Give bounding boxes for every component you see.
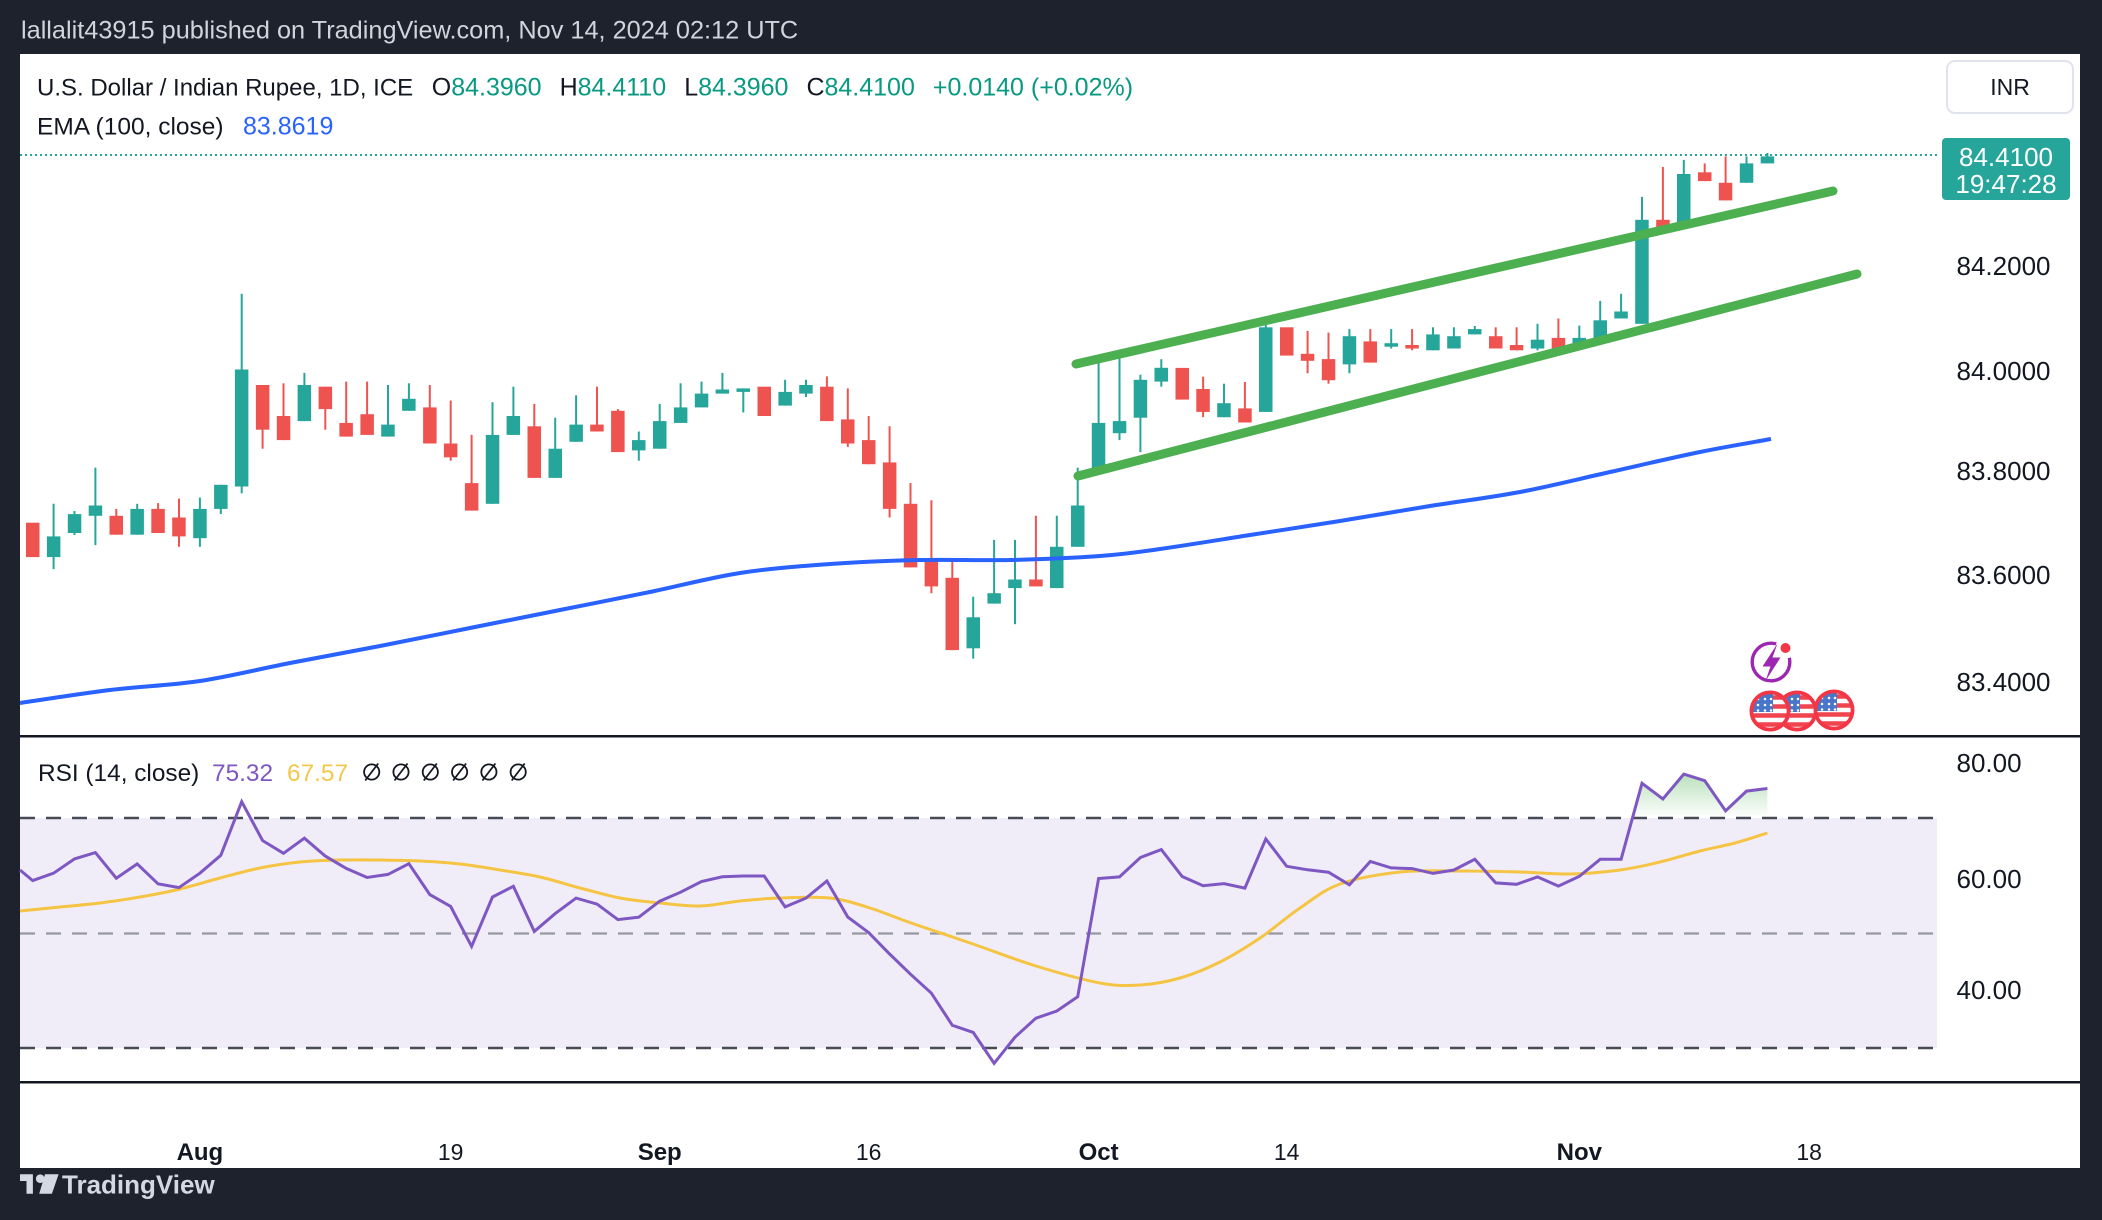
svg-text:83.8000: 83.8000 xyxy=(1957,456,2051,486)
svg-text:84.2000: 84.2000 xyxy=(1957,251,2051,281)
svg-text:Sep: Sep xyxy=(638,1139,682,1166)
svg-text:84.4100: 84.4100 xyxy=(1959,142,2053,172)
svg-text:60.00: 60.00 xyxy=(1957,864,2022,894)
svg-text:19: 19 xyxy=(438,1139,464,1165)
svg-text:80.00: 80.00 xyxy=(1957,748,2022,778)
svg-text:Nov: Nov xyxy=(1557,1139,1603,1166)
svg-text:U.S. Dollar / Indian Rupee, 1D: U.S. Dollar / Indian Rupee, 1D, ICE O84.3… xyxy=(37,74,1133,102)
svg-text:TradingView: TradingView xyxy=(62,1170,215,1200)
svg-text:INR: INR xyxy=(1990,74,2030,100)
svg-text:16: 16 xyxy=(856,1139,882,1165)
svg-text:Aug: Aug xyxy=(177,1139,224,1166)
svg-text:19:47:28: 19:47:28 xyxy=(1955,169,2056,199)
svg-text:lallalit43915 published on Tra: lallalit43915 published on TradingView.c… xyxy=(21,17,798,45)
svg-text:40.00: 40.00 xyxy=(1957,975,2022,1005)
svg-text:83.4000: 83.4000 xyxy=(1957,667,2051,697)
svg-text:84.0000: 84.0000 xyxy=(1957,356,2051,386)
svg-text:14: 14 xyxy=(1274,1139,1300,1165)
svg-text:EMA (100, close)83.8619: EMA (100, close) 83.8619 xyxy=(37,113,333,141)
svg-text:Oct: Oct xyxy=(1079,1139,1119,1166)
svg-text:83.6000: 83.6000 xyxy=(1957,560,2051,590)
svg-text:18: 18 xyxy=(1796,1139,1822,1165)
